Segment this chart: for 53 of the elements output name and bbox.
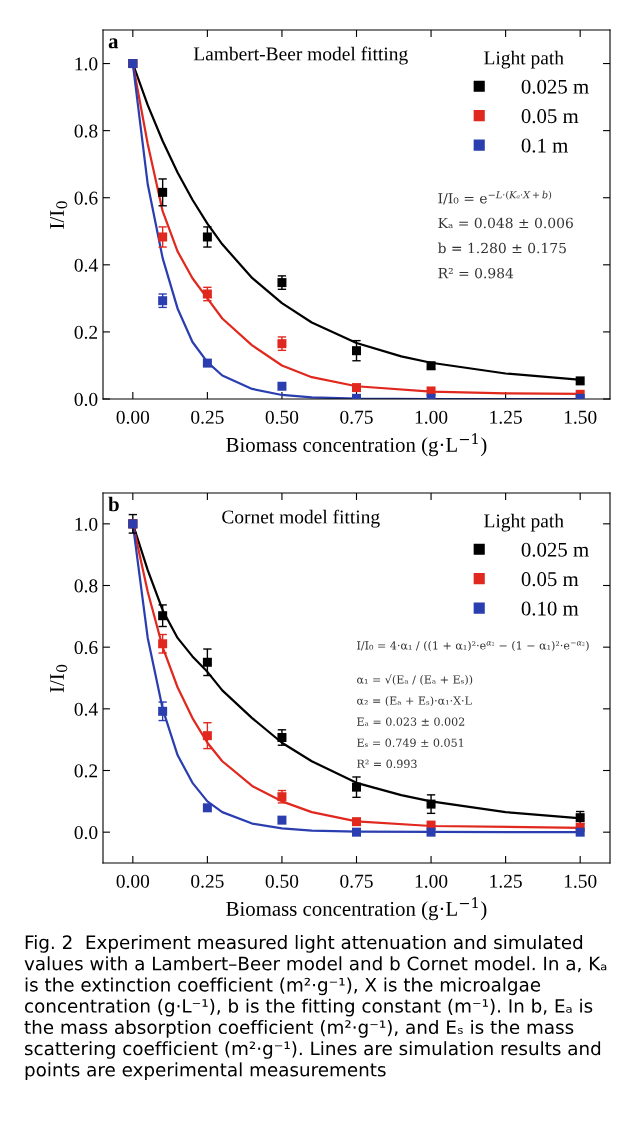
x-axis-title: Biomass concentration (g·L$^{−1}$)	[226, 897, 487, 921]
x-tick-label: 0.00	[116, 410, 150, 424]
text: Cornet model fitting	[222, 509, 380, 528]
legend-title: Light path	[484, 50, 564, 69]
caption: Fig. 2 Experiment measured light attenuation and simulated values with a Lambert–Beer model and b Cornet model. In a, Kₐ is the extinction coefficient (m²·g⁻¹), X is the microalgae concentration (g·L⁻¹), b is the fitting constant (m⁻¹). In b, Eₐ is the mass absorption coefficient (m²·g⁻¹), and Eₛ is the mass scattering coefficient (m²·g⁻¹). Lines are simulation results and points are experimental measurements	[24, 935, 607, 1081]
y-tick-label: 0.8	[74, 124, 98, 138]
y-axis-title: I/I$_{0}$	[50, 201, 68, 229]
y-tick-label: 0.8	[74, 579, 98, 593]
x-tick-label: 1.00	[415, 410, 448, 424]
x-tick-label: 1.25	[490, 874, 522, 888]
y-tick-label: 0.6	[74, 191, 98, 205]
y-tick-label: 0.4	[74, 702, 98, 716]
annotation: R² = 0.984	[438, 267, 514, 279]
x-tick-label: 0.25	[191, 410, 224, 424]
annotation: α₂ = (Eₐ + Eₛ)·α₁·X·L	[357, 696, 472, 707]
y-axis-title: I/I$_{0}$	[50, 664, 68, 693]
x-tick-label: 1.50	[564, 410, 597, 424]
y-tick-label: 0.6	[74, 640, 98, 655]
legend-label: 0.1 m	[521, 138, 569, 153]
legend-label: 0.10 m	[521, 601, 579, 616]
y-tick-label: 0.0	[74, 392, 98, 407]
y-tick-label: 0.2	[74, 325, 98, 339]
y-tick-label: 1.0	[75, 517, 98, 531]
annotation: a	[108, 38, 119, 49]
legend-label: 0.05 m	[521, 109, 579, 124]
x-tick-label: 1.00	[415, 874, 448, 888]
legend-label: 0.025 m	[521, 79, 589, 94]
legend-label: 0.05 m	[521, 572, 579, 587]
x-tick-label: 0.75	[340, 874, 373, 888]
annotation: Eₛ = 0.749 ± 0.051	[357, 738, 464, 747]
annotation: I/I₀ = 4·α₁ / ((1 + α₁)²·e$^{α₂}$ − (1 − α₁)²·e$^{−α₂}$)	[357, 641, 589, 652]
text: Lambert-Beer model fitting	[193, 46, 408, 65]
x-axis-title: Biomass concentration (g·L$^{−1}$)	[226, 433, 487, 457]
y-tick-label: 1.0	[75, 57, 98, 71]
x-tick-label: 1.50	[564, 874, 597, 888]
annotation: I/I₀ = e$^{−L·(Kₐ·X+b)}$	[438, 190, 552, 205]
annotation: Kₐ = 0.048 ± 0.006	[438, 217, 573, 229]
x-tick-label: 0.75	[340, 410, 373, 424]
x-tick-label: 0.25	[191, 874, 224, 888]
annotation: α₁ = √(Eₐ / (Eₐ + Eₛ))	[357, 674, 473, 686]
legend-title: Light path	[484, 513, 564, 532]
y-tick-label: 0.0	[74, 825, 98, 840]
y-tick-label: 0.2	[74, 764, 98, 778]
x-tick-label: 0.50	[265, 410, 299, 424]
x-tick-label: 0.00	[116, 874, 150, 888]
y-tick-label: 0.4	[74, 258, 98, 272]
x-tick-label: 0.50	[265, 874, 299, 888]
legend-label: 0.025 m	[521, 542, 589, 557]
annotation: Eₐ = 0.023 ± 0.002	[357, 717, 465, 726]
annotation: R² = 0.993	[357, 759, 417, 768]
x-tick-label: 1.25	[490, 410, 522, 424]
annotation: b = 1.280 ± 0.175	[438, 242, 566, 254]
annotation: b	[108, 496, 119, 512]
